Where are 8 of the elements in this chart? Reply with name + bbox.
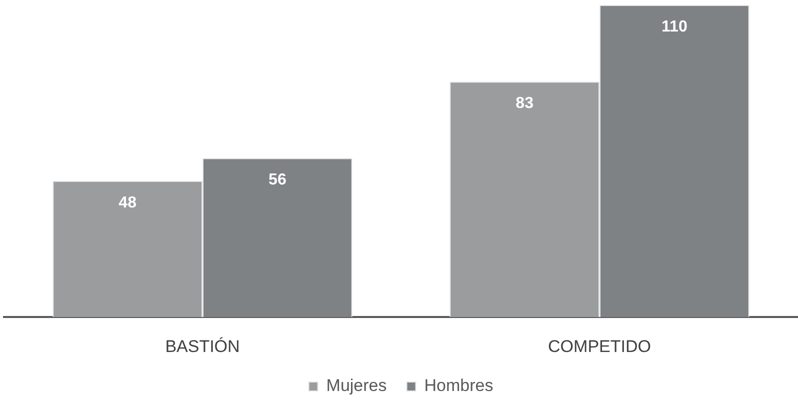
legend-label: Hombres: [424, 376, 494, 396]
legend-label: Mujeres: [326, 376, 387, 396]
data-label: 56: [268, 172, 286, 189]
x-tick-label: BASTIÓN: [165, 336, 240, 356]
data-label: 83: [516, 94, 534, 112]
data-label: 110: [662, 18, 688, 36]
x-tick-label: COMPETIDO: [548, 336, 651, 356]
data-label: 48: [118, 194, 137, 212]
